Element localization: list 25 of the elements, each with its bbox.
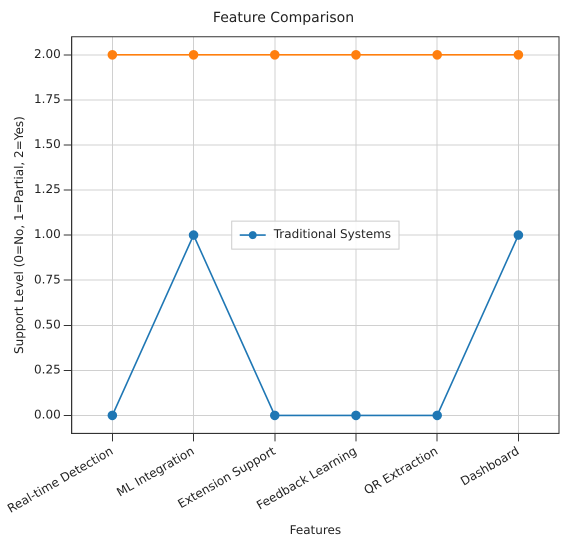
y-tick-label: 2.00 bbox=[34, 46, 61, 61]
y-tick-label: 0.00 bbox=[34, 408, 61, 422]
y-tick-label: 1.75 bbox=[34, 92, 61, 106]
point bbox=[188, 50, 198, 60]
y-tick-label: 0.50 bbox=[34, 317, 61, 332]
chart-title: Feature Comparison bbox=[212, 10, 354, 26]
y-tick-label: 1.50 bbox=[34, 137, 61, 152]
y-tick-label: 0.25 bbox=[34, 362, 61, 376]
point bbox=[514, 230, 524, 240]
y-axis-title: Support Level (0=No, 1=Partial, 2=Yes) bbox=[12, 116, 26, 354]
point bbox=[351, 50, 361, 60]
legend-label: Traditional Systems bbox=[272, 227, 392, 242]
point bbox=[351, 410, 361, 420]
point bbox=[188, 230, 198, 240]
point bbox=[270, 410, 280, 420]
y-tick-label: 1.00 bbox=[34, 227, 61, 242]
point bbox=[270, 50, 280, 60]
x-axis-title: Features bbox=[290, 522, 342, 537]
point bbox=[108, 50, 118, 60]
y-tick-label: 0.75 bbox=[34, 272, 61, 286]
point bbox=[108, 410, 118, 420]
point bbox=[514, 50, 524, 60]
point bbox=[432, 50, 442, 60]
point bbox=[432, 410, 442, 420]
y-tick-label: 1.25 bbox=[34, 182, 61, 196]
